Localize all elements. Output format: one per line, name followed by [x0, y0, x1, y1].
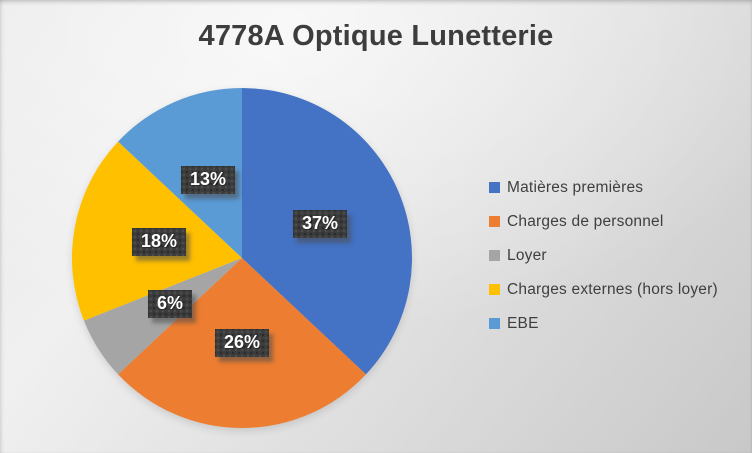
- legend-swatch-icon: [489, 284, 500, 295]
- pie-data-label-4: 18%: [132, 228, 186, 256]
- pie-data-label-2: 26%: [215, 329, 269, 357]
- legend-swatch-icon: [489, 318, 500, 329]
- legend-swatch-icon: [489, 216, 500, 227]
- legend-item-2: Charges de personnel: [489, 211, 718, 232]
- legend-label: Charges externes (hors loyer): [507, 280, 718, 298]
- legend: Matières premières Charges de personnel Lo…: [489, 177, 718, 334]
- pie-chart: 37% 26% 6% 18% 13%: [72, 88, 412, 428]
- legend-swatch-icon: [489, 182, 500, 193]
- legend-label: Matières premières: [507, 178, 644, 196]
- legend-item-3: Loyer: [489, 245, 718, 266]
- legend-item-4: Charges externes (hors loyer): [489, 279, 718, 300]
- chart-title: 4778A Optique Lunetterie: [198, 20, 554, 52]
- legend-item-5: EBE: [489, 313, 718, 334]
- pie-data-label-5: 13%: [181, 166, 235, 194]
- legend-label: Charges de personnel: [507, 212, 664, 230]
- legend-item-1: Matières premières: [489, 177, 718, 198]
- legend-swatch-icon: [489, 250, 500, 261]
- pie-svg: [72, 88, 412, 428]
- pie-data-label-1: 37%: [293, 210, 347, 238]
- pie-slice-3: [83, 258, 242, 375]
- pie-data-label-3: 6%: [148, 290, 192, 318]
- legend-label: EBE: [507, 314, 539, 332]
- pie-slice-5: [118, 88, 242, 258]
- legend-label: Loyer: [507, 246, 547, 264]
